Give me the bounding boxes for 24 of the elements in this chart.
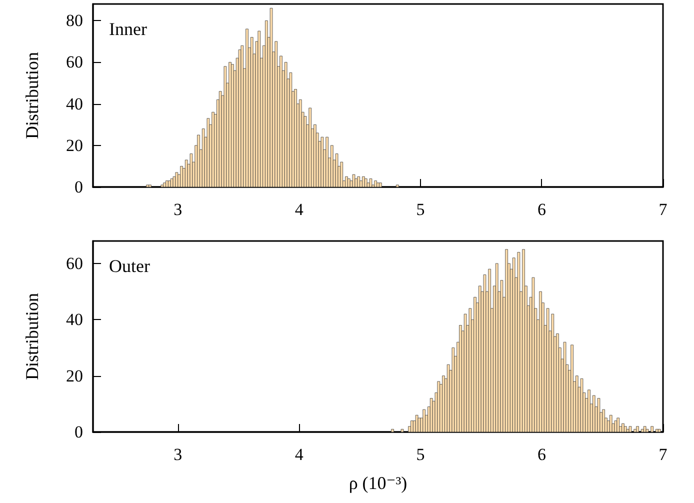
x-tick-label: 3 xyxy=(174,200,182,219)
y-tick-label: 20 xyxy=(66,366,83,386)
x-tick-label: 4 xyxy=(294,200,304,219)
y-tick-label: 40 xyxy=(66,94,83,114)
annotation: Inner xyxy=(109,19,147,39)
y-axis-title: Distribution xyxy=(22,292,42,380)
x-tick-label: 3 xyxy=(174,445,182,464)
x-tick-label: 5 xyxy=(416,445,425,464)
y-tick-label: 0 xyxy=(74,178,83,196)
y-tick-label: 0 xyxy=(74,422,83,442)
y-tick-label: 20 xyxy=(66,136,83,155)
x-tick-label: 7 xyxy=(658,445,668,464)
x-tick-label: 6 xyxy=(537,200,546,219)
y-tick-label: 40 xyxy=(66,310,83,330)
x-axis-title: ρ (10⁻³) xyxy=(348,473,408,493)
y-tick-label: 80 xyxy=(66,11,83,30)
y-tick-label: 60 xyxy=(66,52,83,72)
x-tick-label: 6 xyxy=(537,445,546,464)
annotation: Outer xyxy=(109,256,150,276)
y-axis-title: Distribution xyxy=(22,52,42,140)
x-tick-label: 5 xyxy=(416,200,425,219)
y-tick-label: 60 xyxy=(66,254,83,273)
x-tick-label: 7 xyxy=(658,200,668,219)
x-tick-label: 4 xyxy=(294,445,304,464)
